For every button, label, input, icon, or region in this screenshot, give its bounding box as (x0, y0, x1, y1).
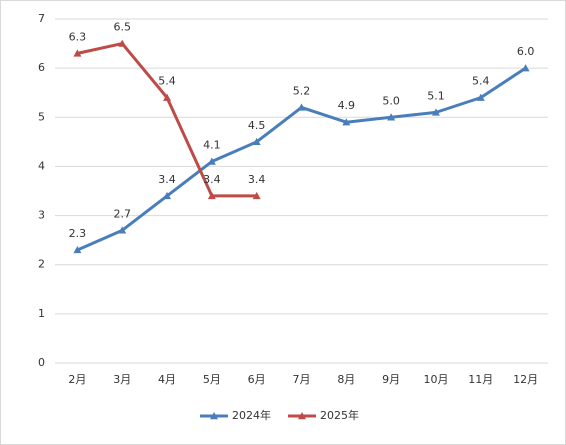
marker (476, 93, 485, 101)
marker (73, 245, 82, 254)
data-label: 2.3 (69, 227, 87, 240)
legend-marker (298, 412, 306, 420)
marker (252, 137, 261, 146)
y-tick-label: 3 (38, 209, 45, 222)
x-tick-label: 7月 (293, 373, 311, 386)
marker (387, 113, 396, 121)
y-tick-label: 7 (38, 12, 45, 25)
x-tick-label: 4月 (158, 373, 176, 386)
marker (118, 39, 127, 47)
data-label: 6.3 (69, 30, 87, 43)
data-label: 2.7 (113, 207, 131, 220)
data-label: 5.0 (382, 94, 400, 107)
x-tick-label: 12月 (513, 373, 538, 386)
data-label: 5.4 (472, 75, 490, 88)
data-label: 6.5 (113, 21, 131, 34)
data-label: 5.1 (427, 89, 445, 102)
marker (521, 64, 530, 72)
marker (163, 191, 172, 200)
data-label: 4.9 (338, 99, 356, 112)
y-tick-label: 0 (38, 356, 45, 369)
legend-label: 2024年 (232, 408, 271, 422)
x-tick-label: 10月 (423, 373, 448, 386)
y-tick-label: 4 (38, 159, 45, 172)
x-tick-label: 2月 (68, 373, 86, 386)
x-tick-label: 11月 (468, 373, 493, 386)
y-tick-label: 5 (38, 110, 45, 123)
data-label: 6.0 (517, 45, 535, 58)
marker (118, 226, 127, 234)
data-label: 5.2 (293, 84, 311, 97)
marker (252, 191, 261, 200)
x-tick-label: 8月 (337, 373, 355, 386)
y-tick-label: 6 (38, 61, 45, 74)
marker (297, 103, 306, 111)
marker (207, 157, 216, 165)
data-label: 3.4 (203, 173, 221, 186)
x-tick-label: 9月 (382, 373, 400, 386)
marker (431, 108, 440, 116)
marker (163, 93, 172, 101)
marker (207, 191, 216, 200)
marker (73, 49, 82, 57)
data-label: 4.5 (248, 119, 266, 132)
legend-marker (210, 412, 218, 420)
y-tick-label: 1 (38, 307, 45, 320)
data-label: 4.1 (203, 139, 221, 152)
x-tick-label: 3月 (113, 373, 131, 386)
marker (342, 118, 351, 126)
data-label: 3.4 (158, 173, 176, 186)
legend-label: 2025年 (320, 408, 359, 422)
y-tick-label: 2 (38, 258, 45, 271)
data-label: 5.4 (158, 75, 176, 88)
data-label: 3.4 (248, 173, 266, 186)
x-tick-label: 6月 (248, 373, 266, 386)
x-tick-label: 5月 (203, 373, 221, 386)
